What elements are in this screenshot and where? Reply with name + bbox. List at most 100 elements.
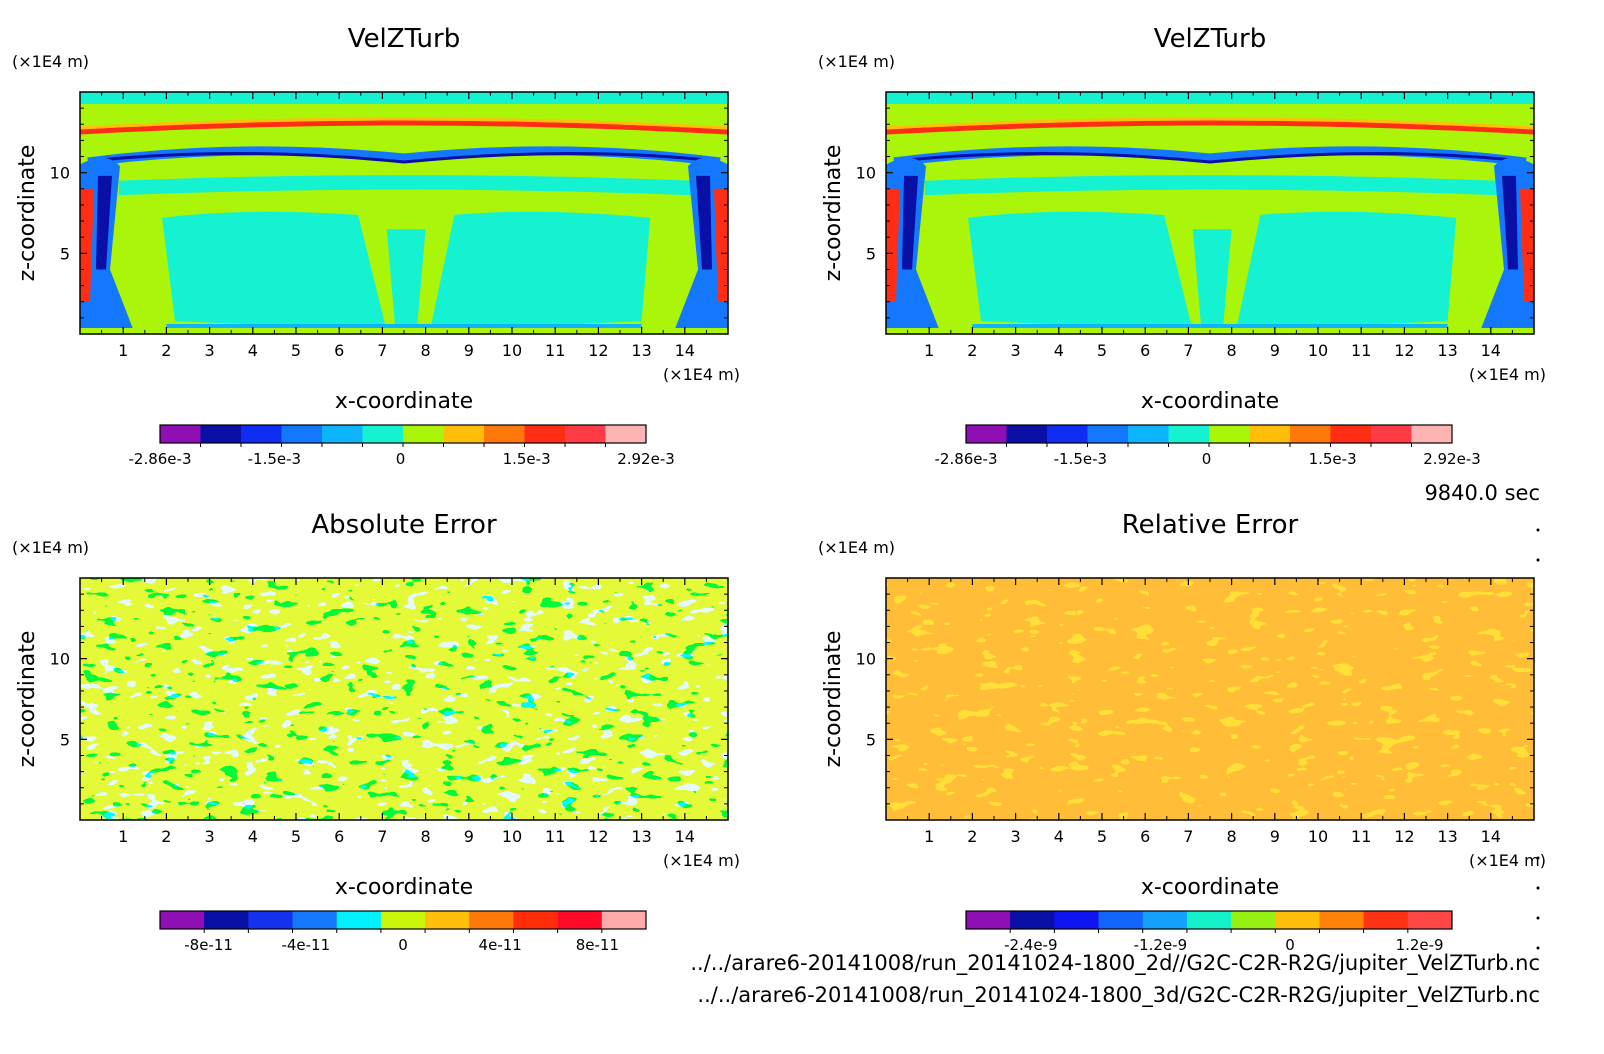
x-tick-label: 11 (1351, 827, 1371, 846)
colorbar-segment (1209, 425, 1250, 443)
x-tick-label: 13 (631, 827, 651, 846)
x-tick-label: 9 (1270, 341, 1280, 360)
x-tick-label: 12 (1394, 341, 1414, 360)
x-tick-label: 9 (464, 341, 474, 360)
x-tick-label: 10 (502, 827, 522, 846)
colorbar-tick-label: 4e-11 (479, 936, 522, 954)
chart-panel-2: VelZTurb(×1E4 m)1 2 3 4 5 6 7 8 9 10 11 12 13 14510(×… (818, 24, 1546, 468)
colorbar-segment (281, 425, 323, 443)
colorbar-segment (557, 911, 603, 929)
x-tick-label: 5 (291, 341, 301, 360)
colorbar-segment (1330, 425, 1372, 443)
x-tick-label: 8 (421, 341, 431, 360)
x-unit-label: (×1E4 m) (663, 365, 740, 384)
chart-panel-4: Relative Error(×1E4 m)1 2 3 4 5 6 7 8 9 10 11 12 13 1… (818, 510, 1546, 954)
colorbar: -8e-11 -4e-11 0 4e-11 8e-11 (159, 910, 647, 954)
colorbar-segment (1010, 911, 1055, 929)
colorbar-segment (1186, 911, 1232, 929)
chart-panel-3: Absolute Error(×1E4 m)1 2 3 4 5 6 7 8 9 10 11 12 13 1… (12, 510, 740, 954)
x-axis-label: x-coordinate (335, 389, 473, 414)
colorbar-segment (1411, 425, 1453, 443)
x-tick-label: 1 (924, 827, 934, 846)
colorbar-segment (1098, 911, 1144, 929)
chart-title: Absolute Error (311, 510, 497, 540)
colorbar-segment (160, 911, 205, 929)
colorbar: -2.86e-3 -1.5e-3 0 1.5e-3 2.92e-3 (935, 424, 1481, 468)
field-texture (80, 578, 728, 820)
colorbar-segment (605, 425, 647, 443)
y-tick-label: 5 (60, 730, 70, 749)
y-tick-label: 5 (60, 244, 70, 263)
colorbar-tick-label: -1.2e-9 (1134, 936, 1187, 954)
x-tick-label: 3 (205, 827, 215, 846)
colorbar-segment (336, 911, 382, 929)
x-tick-label: 6 (1140, 827, 1150, 846)
colorbar-segment (241, 425, 282, 443)
x-tick-label: 11 (1351, 341, 1371, 360)
colorbar-segment (425, 911, 470, 929)
colorbar: -2.86e-3 -1.5e-3 0 1.5e-3 2.92e-3 (129, 424, 675, 468)
x-tick-label: 12 (588, 827, 608, 846)
x-tick-label: 14 (675, 827, 695, 846)
x-axis-label: x-coordinate (1141, 875, 1279, 900)
y-axis-label: z-coordinate (15, 145, 40, 282)
colorbar-segment (1275, 911, 1320, 929)
x-tick-label: 2 (967, 827, 977, 846)
colorbar-segment (1407, 911, 1453, 929)
x-tick-label: 13 (1437, 341, 1457, 360)
colorbar-tick-label: 8e-11 (576, 936, 619, 954)
x-tick-label: 1 (924, 341, 934, 360)
y-unit-label: (×1E4 m) (818, 52, 895, 71)
x-tick-label: 10 (1308, 827, 1328, 846)
colorbar-segment (362, 425, 404, 443)
x-tick-label: 9 (464, 827, 474, 846)
y-tick-label: 10 (50, 650, 70, 669)
x-tick-label: 13 (631, 341, 651, 360)
colorbar-tick-label: -4e-11 (281, 936, 330, 954)
x-tick-label: 7 (1183, 341, 1193, 360)
y-tick-label: 10 (856, 650, 876, 669)
chart-title: Relative Error (1122, 510, 1299, 540)
y-tick-label: 5 (866, 244, 876, 263)
colorbar-segment (1290, 425, 1331, 443)
contour-field (886, 578, 1534, 820)
x-tick-label: 5 (291, 827, 301, 846)
colorbar-segment (469, 911, 514, 929)
colorbar-segment (1363, 911, 1409, 929)
dot-marker (1536, 946, 1540, 950)
chart-title: VelZTurb (1154, 24, 1266, 54)
x-tick-label: 4 (1054, 341, 1064, 360)
x-tick-label: 1 (118, 341, 128, 360)
contour-field (80, 578, 728, 820)
x-tick-label: 14 (1481, 341, 1501, 360)
x-tick-label: 3 (205, 341, 215, 360)
colorbar-tick-label: 2.92e-3 (1423, 450, 1481, 468)
x-tick-label: 6 (334, 341, 344, 360)
colorbar-tick-label: -2.4e-9 (1004, 936, 1057, 954)
colorbar-segment (1231, 911, 1276, 929)
x-tick-label: 4 (248, 341, 258, 360)
y-unit-label: (×1E4 m) (12, 538, 89, 557)
x-tick-label: 6 (1140, 341, 1150, 360)
x-tick-label: 11 (545, 827, 565, 846)
colorbar: -2.4e-9 -1.2e-9 0 1.2e-9 (965, 910, 1453, 954)
colorbar-segment (513, 911, 559, 929)
colorbar-tick-label: 1.2e-9 (1396, 936, 1444, 954)
colorbar-tick-label: 0 (398, 936, 408, 954)
colorbar-segment (1168, 425, 1210, 443)
x-tick-label: 5 (1097, 827, 1107, 846)
x-tick-label: 11 (545, 341, 565, 360)
colorbar-tick-label: -2.86e-3 (935, 450, 998, 468)
colorbar-tick-label: -8e-11 (184, 936, 233, 954)
x-tick-label: 9 (1270, 827, 1280, 846)
colorbar-tick-label: -2.86e-3 (129, 450, 192, 468)
colorbar-segment (565, 425, 606, 443)
colorbar-segment (484, 425, 525, 443)
colorbar-frame (159, 910, 647, 930)
x-tick-label: 2 (161, 341, 171, 360)
colorbar-segment (1371, 425, 1412, 443)
colorbar-segment (966, 425, 1007, 443)
dot-marker (1536, 558, 1540, 562)
dot-marker (1536, 886, 1540, 890)
